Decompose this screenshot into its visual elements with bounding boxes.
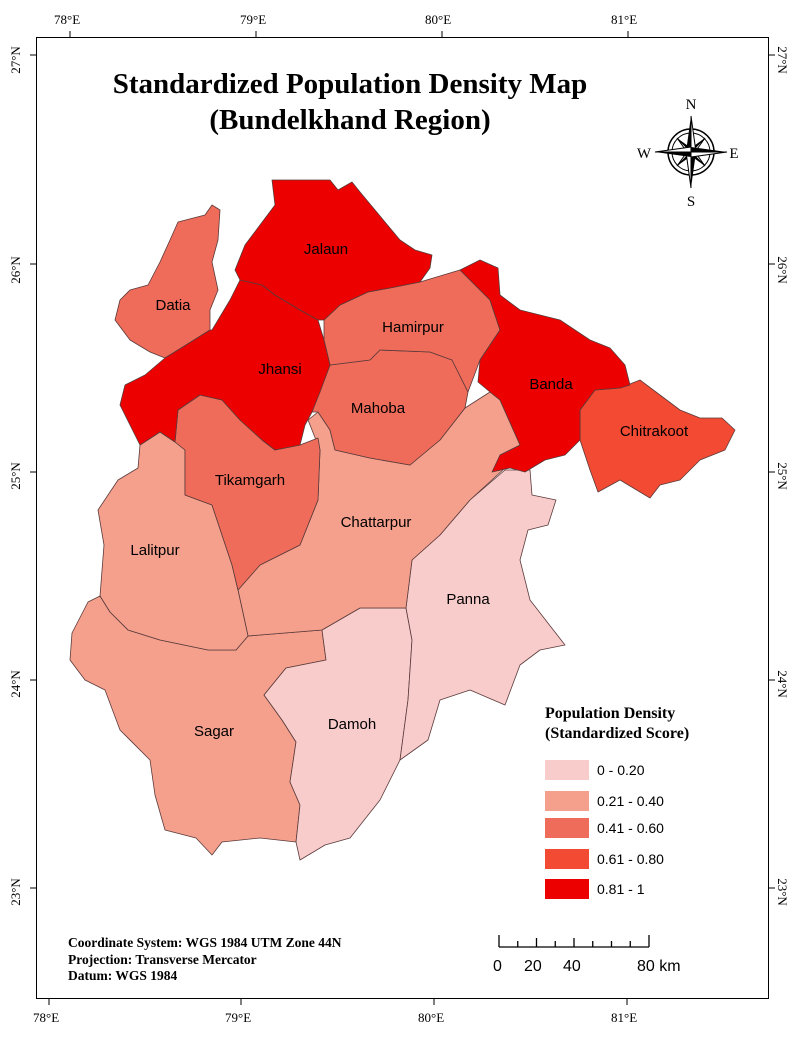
legend-swatch [545,818,589,838]
legend-item: 0.81 - 1 [545,878,644,900]
compass-n: N [686,97,697,113]
scale-label-0: 0 [493,958,502,975]
legend-item: 0.61 - 0.80 [545,848,664,870]
map-title: Standardized Population Density Map (Bun… [100,66,600,138]
legend-swatch [545,791,589,811]
legend-title-line2: (Standardized Score) [545,725,690,742]
lon-label-top-80: 80°E [425,12,452,27]
legend-label: 0.81 - 1 [597,881,645,897]
lon-label-bottom-81: 81°E [611,1010,638,1025]
lon-label-bottom-80: 80°E [418,1010,445,1025]
label-mahoba: Mahoba [351,400,406,417]
legend-swatch [545,879,589,899]
legend-item: 0.41 - 0.60 [545,817,664,839]
label-lalitpur: Lalitpur [130,542,179,559]
info-projection: Projection: Transverse Mercator [68,951,257,967]
label-jalaun: Jalaun [304,241,348,258]
label-tikamgarh: Tikamgarh [215,472,285,489]
district-jalaun[interactable] [234,179,433,321]
lon-label-top-81: 81°E [611,12,638,27]
district-banda[interactable] [459,259,631,473]
label-sagar: Sagar [194,723,234,740]
compass-e: E [729,146,738,162]
scale-label-40: 40 [563,958,581,975]
legend-label: 0.21 - 0.40 [597,793,664,809]
label-hamirpur: Hamirpur [382,319,444,336]
label-chattarpur: Chattarpur [341,514,412,531]
label-panna: Panna [446,591,490,608]
legend-swatch [545,760,589,780]
lon-label-bottom-78: 78°E [33,1010,60,1025]
legend-label: 0 - 0.20 [597,762,645,778]
legend-title: Population Density (Standardized Score) [545,704,689,744]
label-banda: Banda [529,376,573,393]
scale-label-80: 80 km [637,958,681,975]
legend-swatch [545,849,589,869]
map-title-line2: (Bundelkhand Region) [209,104,491,136]
scale-bar [498,935,650,948]
legend-title-line1: Population Density [545,705,676,722]
district-chitrakoot[interactable] [579,379,736,499]
info-coordinate-system: Coordinate System: WGS 1984 UTM Zone 44N [68,935,342,950]
compass-w: W [637,146,652,162]
legend-label: 0.41 - 0.60 [597,820,664,836]
lon-label-top-78: 78°E [54,12,81,27]
label-datia: Datia [155,297,191,314]
legend-label: 0.61 - 0.80 [597,851,664,867]
map-title-line1: Standardized Population Density Map [112,68,588,100]
scale-label-20: 20 [524,958,542,975]
lon-label-top-79: 79°E [240,12,267,27]
north-arrow-compass-icon: N S E W [637,97,739,210]
legend-item: 0 - 0.20 [545,759,644,781]
map-frame [36,37,769,999]
label-chitrakoot: Chitrakoot [620,423,689,440]
map-info: Coordinate System: WGS 1984 UTM Zone 44N… [68,935,342,985]
compass-s: S [687,194,695,210]
info-datum: Datum: WGS 1984 [68,968,178,983]
label-jhansi: Jhansi [258,361,301,378]
legend-item: 0.21 - 0.40 [545,790,664,812]
lon-label-bottom-79: 79°E [225,1010,252,1025]
label-damoh: Damoh [328,716,376,733]
